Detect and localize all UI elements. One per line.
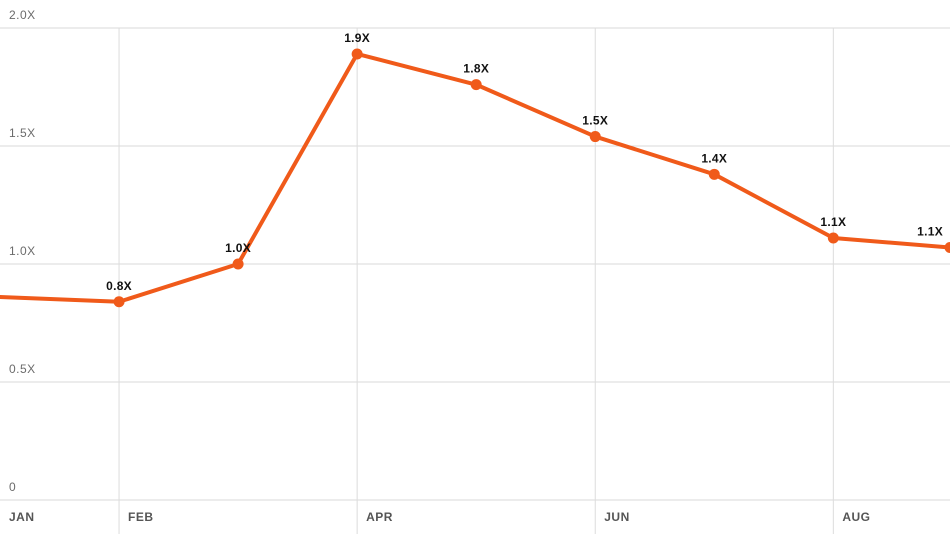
x-tick-label: JAN (9, 510, 35, 524)
x-tick-label: FEB (128, 510, 154, 524)
y-tick-label: 1.5X (9, 126, 36, 140)
data-point (945, 242, 950, 253)
data-label-layer: 0.8X 1.0X 1.9X 1.8X 1.5X 1.4X 1.1X 1.1X (106, 31, 943, 293)
y-tick-label: 0.5X (9, 362, 36, 376)
data-point (709, 169, 720, 180)
data-point (233, 259, 244, 270)
data-label: 1.9X (344, 31, 370, 45)
y-tick-label: 1.0X (9, 244, 36, 258)
data-label: 0.8X (106, 279, 132, 293)
data-label: 1.4X (701, 151, 727, 165)
data-label: 1.0X (225, 241, 251, 255)
x-tick-label: JUN (604, 510, 630, 524)
y-tick-label: 0 (9, 480, 16, 494)
series-layer (0, 48, 950, 307)
series-line (0, 54, 950, 302)
data-point (590, 131, 601, 142)
data-point (352, 48, 363, 59)
grid-layer (0, 28, 950, 534)
data-label: 1.5X (582, 114, 608, 128)
x-tick-label: AUG (842, 510, 870, 524)
y-tick-label: 2.0X (9, 8, 36, 22)
axis-layer: 0 0.5X 1.0X 1.5X 2.0X JAN FEB APR JUN AUG (9, 8, 871, 524)
data-point (828, 233, 839, 244)
data-label: 1.8X (463, 62, 489, 76)
data-point (471, 79, 482, 90)
x-tick-label: APR (366, 510, 393, 524)
data-point (114, 296, 125, 307)
data-label: 1.1X (917, 224, 943, 238)
data-label: 1.1X (820, 215, 846, 229)
